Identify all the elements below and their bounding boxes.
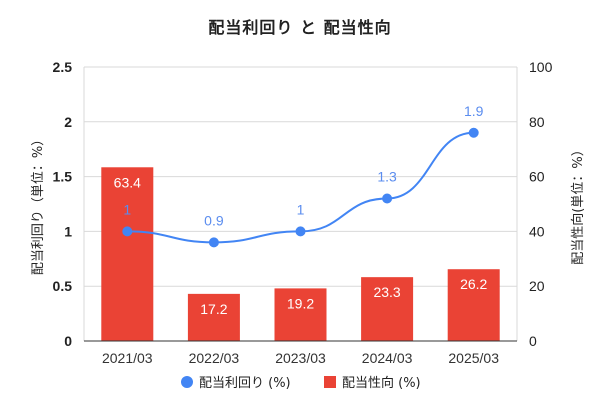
line-series-path	[127, 131, 474, 244]
x-tick-label: 2022/03	[189, 350, 240, 366]
bar-value-label: 17.2	[200, 301, 227, 317]
y-tick-label: 2	[64, 114, 72, 130]
y-tick-label: 1	[64, 223, 72, 239]
y2-tick-label: 20	[529, 278, 545, 294]
bar-2021/03	[101, 167, 154, 341]
y2-tick-label: 40	[529, 223, 545, 239]
y-tick-label: 2.5	[53, 59, 73, 75]
y-tick-label: 0.5	[53, 278, 73, 294]
y2-tick-label: 80	[529, 114, 545, 130]
y2-tick-label: 60	[529, 169, 545, 185]
bar-2024/03	[361, 277, 414, 341]
bar-2022/03	[187, 293, 240, 341]
line-point-2024/03	[382, 193, 393, 204]
line-point-2023/03	[295, 226, 306, 237]
legend-label-line: 配当利回り (%)	[199, 376, 291, 391]
line-point-2022/03	[208, 237, 219, 248]
bar-2025/03	[447, 269, 500, 341]
line-value-label: 0.9	[204, 212, 224, 228]
line-value-label: 1	[297, 201, 305, 217]
bar-value-label: 26.2	[460, 276, 487, 292]
line-point-2025/03	[468, 127, 479, 138]
legend-marker-bar	[324, 376, 336, 388]
line-value-label: 1.9	[464, 103, 484, 119]
x-tick-label: 2024/03	[362, 350, 413, 366]
y-tick-label: 0	[64, 333, 72, 349]
bar-value-label: 19.2	[287, 295, 314, 311]
x-tick-label: 2021/03	[102, 350, 153, 366]
y-axis-title: 配当利回り（単位：%）	[30, 133, 46, 275]
x-tick-label: 2023/03	[275, 350, 326, 366]
bar-value-label: 23.3	[373, 284, 400, 300]
x-tick-label: 2025/03	[448, 350, 499, 366]
chart-title: 配当利回り と 配当性向	[208, 18, 392, 37]
y2-tick-label: 0	[529, 333, 537, 349]
legend-label-bar: 配当性向 (%)	[342, 375, 421, 391]
y2-tick-label: 100	[529, 59, 553, 75]
bar-2023/03	[274, 288, 327, 341]
line-value-label: 1.3	[377, 169, 397, 185]
legend-marker-line	[181, 376, 193, 388]
bar-value-label: 63.4	[114, 174, 141, 190]
line-point-2021/03	[122, 226, 133, 237]
y-tick-label: 1.5	[53, 169, 73, 185]
line-value-label: 1	[123, 201, 131, 217]
y2-axis-title: 配当性向(単位：%）	[570, 143, 586, 264]
